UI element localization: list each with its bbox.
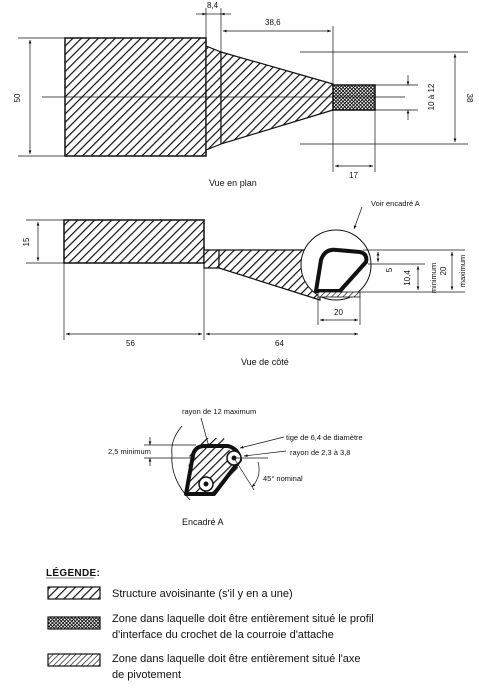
legend-swatch-profile xyxy=(47,616,101,630)
leader-rayon12 xyxy=(200,417,210,448)
dim-10-4: 10,4 xyxy=(403,270,412,286)
legend-title: LÉGENDE: xyxy=(46,566,100,579)
dim-15: 15 xyxy=(22,237,31,246)
dim-38-6: 38,6 xyxy=(265,18,281,27)
side-view: 15 56 64 20 5 10,4 minimum 20 maximum Vo… xyxy=(22,199,467,367)
label-min25: 2,5 minimum xyxy=(108,447,151,456)
legend: LÉGENDE: Structure avoisinante (s'il y e… xyxy=(46,566,374,681)
side-pivot-zone xyxy=(317,291,361,298)
dim-maximum: maximum xyxy=(458,255,467,288)
dim-38: 38 xyxy=(465,94,474,103)
plan-view-caption: Vue en plan xyxy=(209,178,257,188)
legend-swatch-pivot xyxy=(47,653,101,667)
side-structure-block xyxy=(63,219,205,264)
leader-tige xyxy=(239,436,285,449)
dim-20h: 20 xyxy=(334,308,343,317)
side-view-caption: Vue de côté xyxy=(241,357,289,367)
dim-8-4: 8,4 xyxy=(207,1,219,10)
legend-label-profile-line1: Zone dans laquelle doit être entièrement… xyxy=(112,613,374,625)
label-angle45: 45° nominal xyxy=(263,474,303,483)
callout-voir-encadre-a: Voir encadré A xyxy=(371,199,420,208)
detail-structure-curve xyxy=(171,425,191,501)
side-profile-zone xyxy=(314,247,369,293)
legend-label-pivot-line1: Zone dans laquelle doit être entièrement… xyxy=(112,653,361,665)
dim-minimum: minimum xyxy=(429,263,438,293)
dim-20v: 20 xyxy=(439,266,448,275)
detail-a-caption: Encadré A xyxy=(182,517,224,527)
detail-a: rayon de 12 maximum tige de 6,4 de diamè… xyxy=(108,407,363,527)
legend-label-structure: Structure avoisinante (s'il y en a une) xyxy=(112,588,293,600)
dim-56: 56 xyxy=(126,339,135,348)
leader-rayon23 xyxy=(243,450,287,457)
legend-label-pivot-line2: de pivotement xyxy=(112,669,181,681)
legend-label-profile-line2: d'interface du crochet de la courroie d'… xyxy=(112,629,334,641)
dim-64: 64 xyxy=(275,339,284,348)
dim-5: 5 xyxy=(385,267,394,272)
dim-10a12: 10 à 12 xyxy=(427,83,436,110)
dim-50: 50 xyxy=(13,93,22,102)
label-rayon12: rayon de 12 maximum xyxy=(182,407,256,416)
angle-arc xyxy=(251,461,260,488)
label-tige: tige de 6,4 de diamètre xyxy=(286,433,363,442)
dim-17: 17 xyxy=(349,171,358,180)
plan-hook-zone xyxy=(332,84,376,111)
plan-view: 8,4 38,6 50 38 10 à 12 17 Vue en plan xyxy=(13,1,474,188)
legend-swatch-structure xyxy=(47,586,101,600)
plan-structure-taper xyxy=(220,51,334,145)
label-rayon23: rayon de 2,3 à 3,8 xyxy=(290,448,350,457)
plan-structure-neck xyxy=(205,45,222,151)
callout-leader xyxy=(353,206,363,230)
side-structure-taper xyxy=(218,249,321,301)
side-structure-neck xyxy=(203,249,220,269)
